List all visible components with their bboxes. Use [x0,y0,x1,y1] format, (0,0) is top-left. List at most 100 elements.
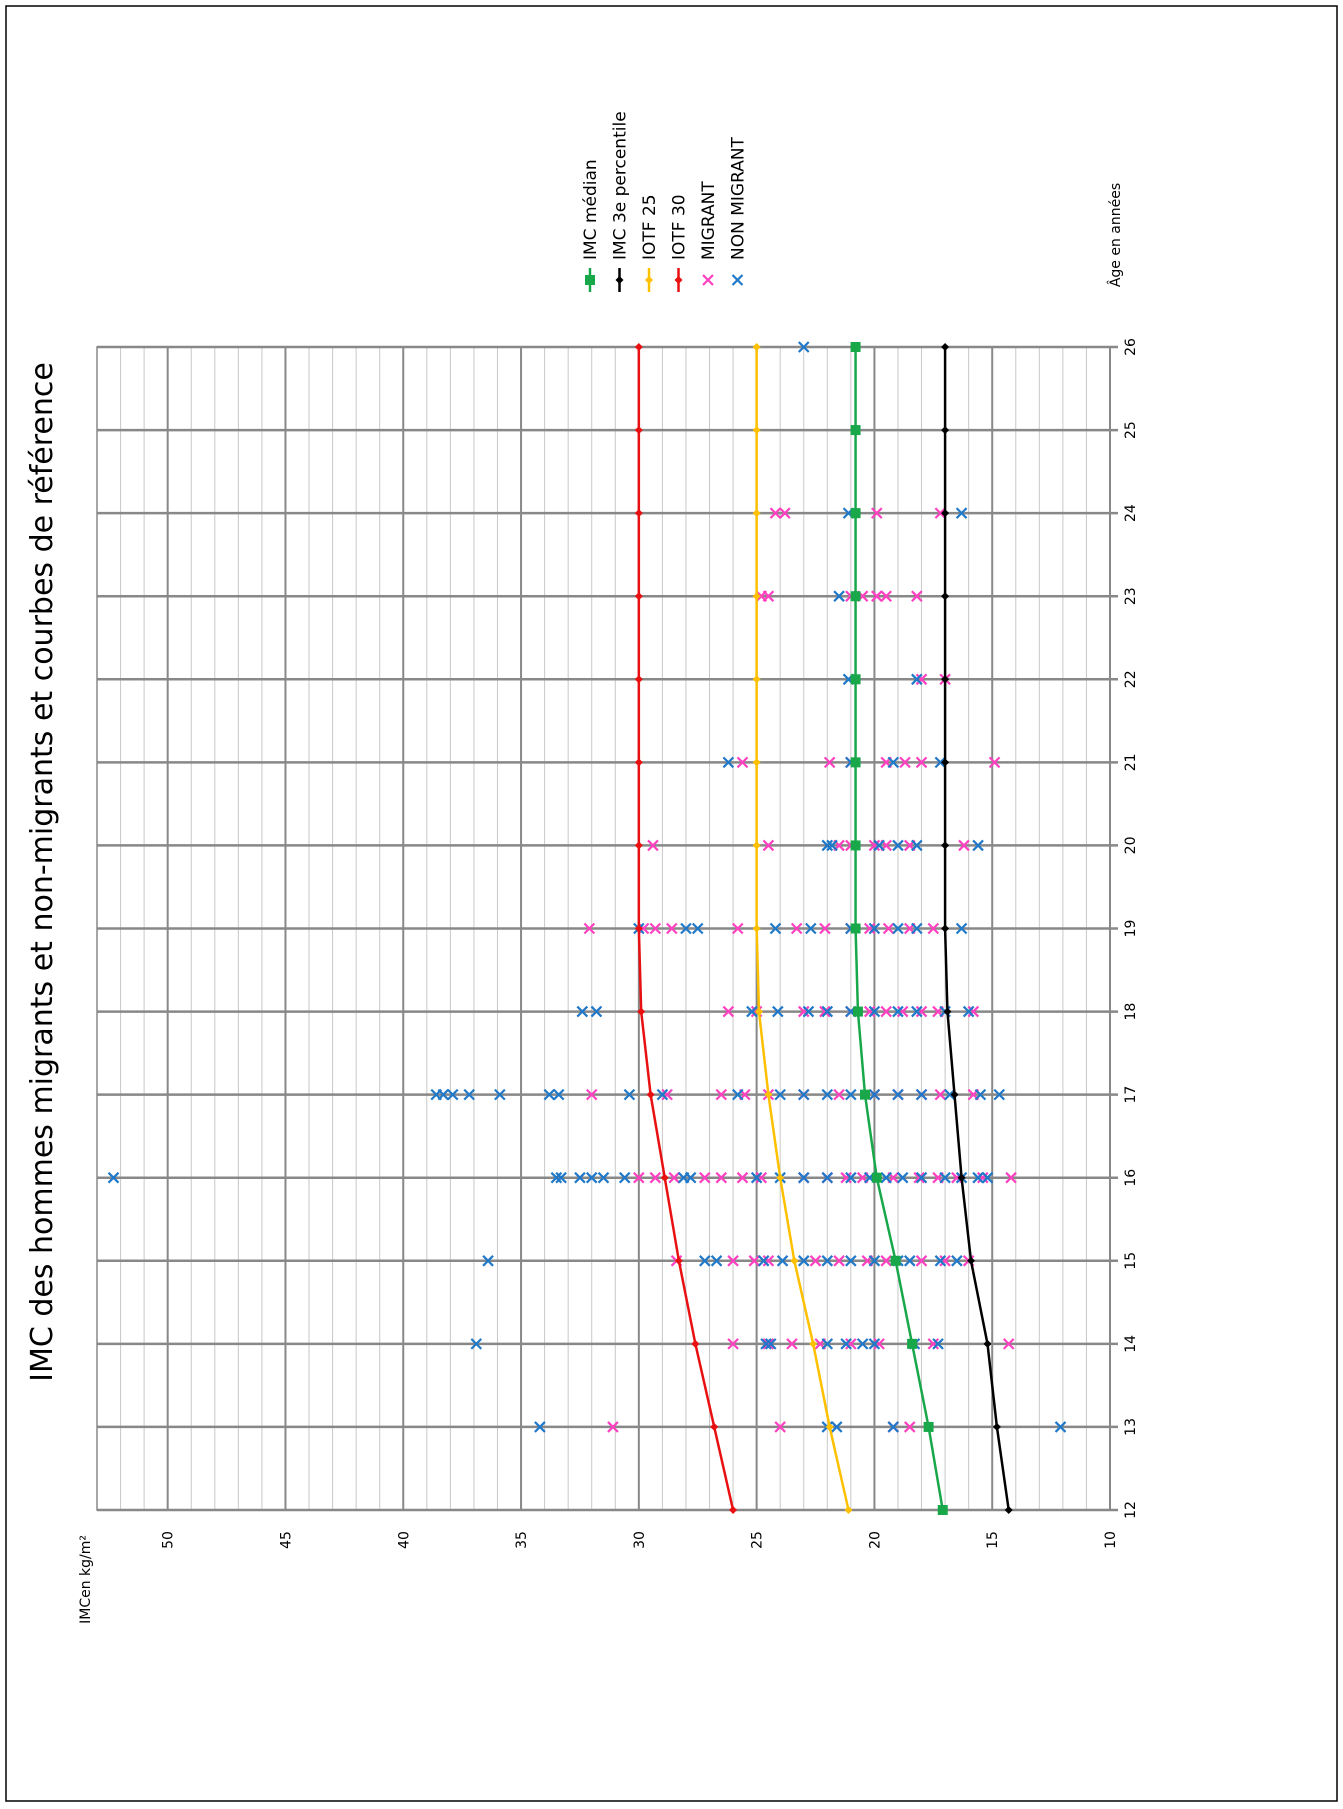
cross-stroke [746,1005,758,1018]
marker [634,343,643,351]
cross-stroke [896,1171,909,1184]
y-tick-label: 50 [161,1531,177,1549]
marker [691,922,704,935]
marker [821,1005,834,1018]
marker [752,592,761,601]
cross-stroke [903,1255,916,1267]
marker [769,922,782,935]
cross-stroke [819,1005,831,1018]
frame [5,5,1338,1802]
cross-stroke [870,507,883,519]
marker [666,922,678,935]
y-tick-label: 40 [396,1531,412,1549]
cross-stroke [550,1171,563,1184]
marker [668,1171,680,1184]
marker [896,1171,909,1184]
cross-stroke [840,1338,852,1350]
marker [821,839,834,852]
marker [821,1171,834,1184]
cross-stroke [764,1338,777,1350]
marker [868,1005,881,1018]
x-tick-label: 21 [1123,753,1139,771]
cross-stroke [856,1338,869,1350]
marker [691,1339,700,1348]
cross-stroke [977,1171,989,1184]
marker [821,1338,834,1350]
cross-stroke [715,1171,728,1184]
legend-label: NON MIGRANT [729,136,749,260]
marker [873,839,885,852]
marker [941,675,950,684]
cross-stroke [710,1255,723,1267]
marker [727,1338,739,1350]
legend-item: MIGRANT [699,181,719,286]
marker [825,1422,834,1431]
marker [850,591,861,602]
cross-stroke [934,1088,947,1101]
marker [779,507,791,519]
cross-stroke [951,1255,963,1267]
marker [868,839,881,852]
marker [850,508,861,519]
marker [880,1255,892,1267]
marker [955,922,968,935]
cross-stroke [722,1005,735,1018]
marker [950,1090,959,1099]
marker [482,1255,494,1267]
cross-stroke [607,1421,619,1433]
marker [750,1171,763,1184]
cross-stroke [892,922,904,935]
cross-stroke [915,1005,928,1018]
marker [903,1255,916,1267]
cross-stroke [962,1005,975,1018]
cross-stroke [868,1338,881,1350]
cross-stroke [656,1088,669,1101]
cross-stroke [993,1088,1006,1101]
cross-stroke [666,922,678,935]
marker [585,1171,598,1184]
marker [684,1171,697,1184]
marker [823,756,836,769]
cross-stroke [637,922,650,935]
marker [797,1255,810,1267]
marker [764,1338,777,1350]
marker [809,1255,822,1267]
marker [463,1088,475,1101]
cross-stroke [583,922,596,935]
cross-stroke [826,839,838,852]
marker [674,276,683,284]
marker [752,426,761,435]
marker [988,756,1001,769]
marker [674,1256,683,1265]
marker [927,1338,940,1350]
y-tick-label: 25 [750,1531,766,1549]
cross-stroke [552,1088,565,1101]
cross-stroke [534,1421,546,1433]
cross-stroke [494,1088,506,1101]
marker [755,1171,768,1184]
x-tick-label: 15 [1123,1252,1139,1270]
cross-stroke [684,1171,697,1184]
marker [819,922,831,935]
marker [892,1088,904,1101]
cross-stroke [585,1088,598,1101]
cross-stroke [463,1088,475,1101]
marker [746,1005,758,1018]
cross-stroke [833,1255,845,1267]
cross-stroke [762,590,775,602]
cross-stroke [774,1421,786,1433]
marker [634,509,643,518]
cross-stroke [736,1171,749,1184]
cross-stroke [107,1171,120,1184]
marker [555,1171,567,1184]
x-tick-label: 12 [1123,1501,1139,1519]
marker [911,1005,923,1018]
marker [752,509,761,518]
marker [774,1088,786,1101]
marker [937,1505,948,1515]
cross-stroke [833,1088,845,1101]
cross-stroke [911,1005,923,1018]
cross-stroke [880,1255,892,1267]
marker [840,1171,852,1184]
cross-stroke [797,1088,810,1101]
